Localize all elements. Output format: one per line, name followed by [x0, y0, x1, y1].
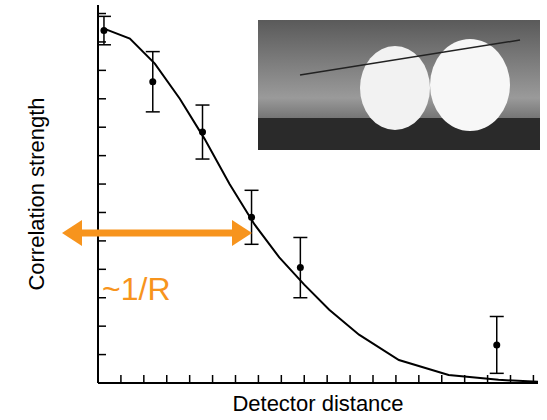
- x-tick: [120, 375, 122, 383]
- error-bar: [490, 316, 504, 373]
- error-cap: [98, 44, 111, 46]
- error-cap: [245, 190, 259, 192]
- x-axis: [98, 382, 538, 384]
- photo-bg: [258, 20, 540, 150]
- x-tick: [258, 375, 260, 383]
- arrow-head: [232, 220, 252, 246]
- y-tick: [98, 382, 106, 384]
- x-tick: [166, 375, 168, 383]
- y-tick: [98, 269, 106, 271]
- data-point: [493, 341, 500, 348]
- data-point: [297, 264, 304, 271]
- annotation-label: ~1/R: [102, 271, 170, 307]
- x-tick: [235, 375, 237, 383]
- error-cap: [293, 237, 307, 239]
- error-bar: [196, 105, 210, 159]
- error-cap: [146, 111, 160, 113]
- y-tick: [98, 155, 106, 157]
- x-tick: [510, 375, 512, 383]
- y-tick: [98, 41, 106, 43]
- x-tick: [349, 375, 351, 383]
- error-cap: [146, 51, 160, 53]
- y-tick: [98, 212, 106, 214]
- x-tick: [372, 375, 374, 383]
- x-tick: [189, 375, 191, 383]
- error-cap: [196, 158, 210, 160]
- x-tick: [395, 375, 397, 383]
- plot-area: [98, 16, 538, 381]
- arrow-head: [62, 220, 82, 246]
- y-tick: [98, 354, 106, 356]
- x-tick: [97, 375, 99, 383]
- chart: Detector distance Correlation strength ~1/…: [0, 0, 547, 420]
- x-tick: [143, 375, 145, 383]
- y-tick: [98, 13, 106, 15]
- y-tick: [98, 240, 106, 242]
- y-tick: [98, 183, 106, 185]
- y-tick: [98, 98, 106, 100]
- y-tick: [98, 126, 106, 128]
- annotation-arrow: [62, 220, 252, 246]
- arrow-shaft: [76, 230, 238, 237]
- x-tick: [212, 375, 214, 383]
- photo-wire: [300, 40, 520, 75]
- x-tick: [418, 375, 420, 383]
- x-tick: [304, 375, 306, 383]
- data-point: [149, 78, 156, 85]
- x-axis-title: Detector distance: [232, 391, 403, 416]
- error-cap: [196, 104, 210, 106]
- y-tick: [98, 325, 106, 327]
- fit-curve: [104, 29, 538, 382]
- error-cap: [98, 16, 111, 18]
- x-tick: [281, 375, 283, 383]
- photo-mirror: [360, 46, 430, 130]
- x-tick: [441, 375, 443, 383]
- error-cap: [293, 297, 307, 299]
- inset-photo: [258, 20, 540, 150]
- y-tick: [98, 70, 106, 72]
- error-cap: [490, 316, 504, 318]
- x-tick: [326, 375, 328, 383]
- y-axis-title: Correlation strength: [24, 97, 49, 290]
- error-bar: [293, 237, 307, 297]
- error-cap: [245, 244, 259, 246]
- error-cap: [490, 373, 504, 375]
